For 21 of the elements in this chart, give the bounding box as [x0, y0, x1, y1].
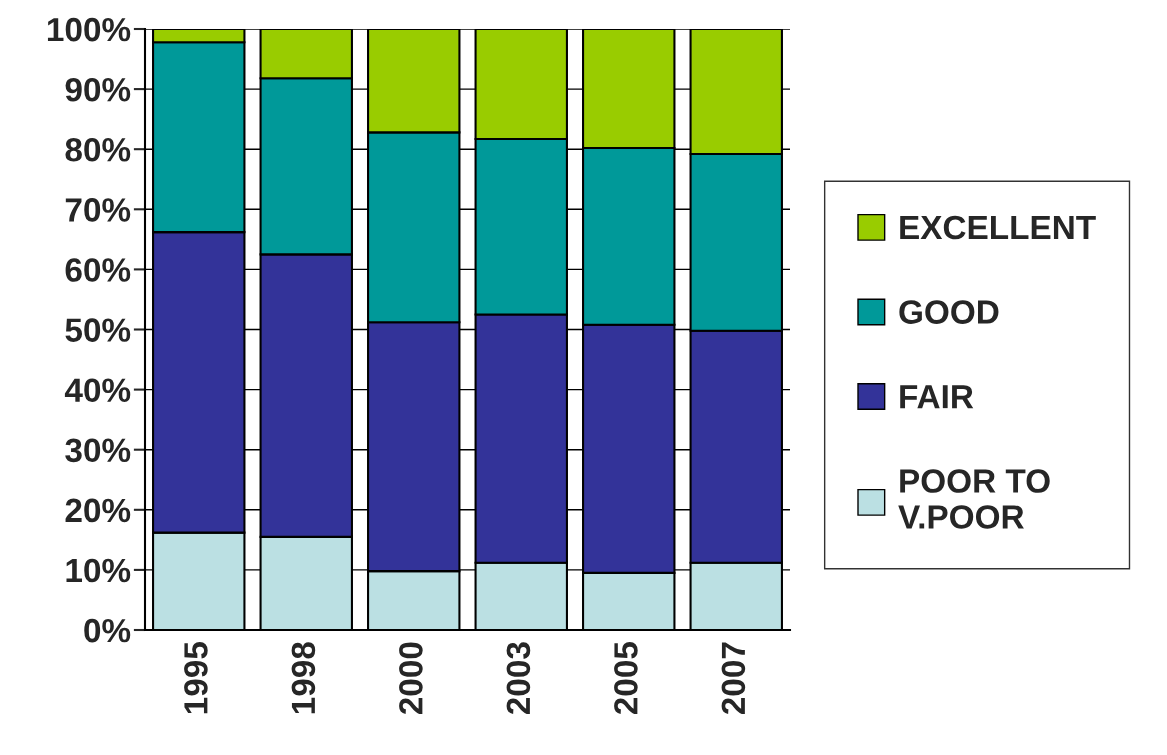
legend-label: FAIR	[900, 385, 974, 409]
y-tick-label: 0%	[84, 618, 131, 643]
y-tick-label: 100%	[47, 17, 131, 42]
y-tick-label: 70%	[65, 198, 131, 222]
legend-label: EXCELLENT	[900, 215, 1096, 240]
x-tick-label: 1998	[291, 642, 316, 714]
y-tick-label: 30%	[65, 438, 131, 463]
y-tick-label: 50%	[65, 318, 131, 342]
y-tick-label: 90%	[65, 77, 131, 102]
x-tick-label: 2003	[506, 642, 531, 715]
y-tick-label: 10%	[66, 558, 131, 583]
legend-label: POOR TO V.POOR	[898, 469, 1050, 529]
y-tick-label: 60%	[65, 258, 131, 282]
x-tick-label: 2000	[399, 642, 423, 715]
legend-label: GOOD	[899, 300, 999, 324]
x-tick-label: 2007	[721, 642, 746, 715]
x-tick-label: 2005	[614, 642, 638, 715]
y-tick-label: 40%	[64, 378, 131, 403]
x-tick-label: 1995	[184, 642, 208, 714]
y-tick-label: 20%	[65, 498, 131, 523]
y-tick-label: 80%	[65, 138, 131, 162]
